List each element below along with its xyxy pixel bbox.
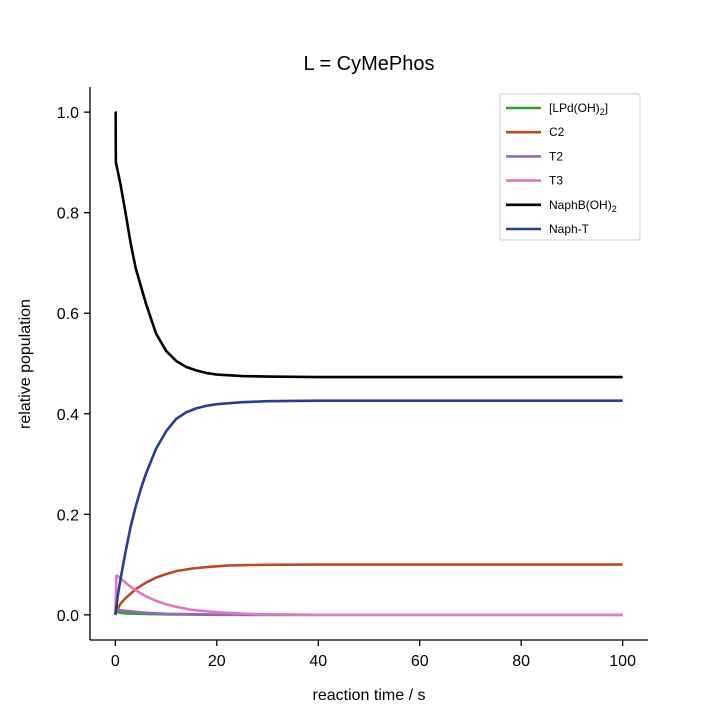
series-line-naphb-oh-2: [114, 110, 623, 379]
legend-label-t2: T2: [549, 149, 563, 163]
series-line-t3: [114, 574, 623, 617]
legend-box: [499, 93, 641, 241]
legend-label-c2: C2: [549, 125, 565, 139]
y-tick-label: 0.2: [57, 507, 79, 524]
legend-label-main: NaphB(OH): [549, 198, 612, 212]
x-tick-label: 80: [512, 653, 530, 670]
y-tick-label: 0.0: [57, 608, 79, 625]
legend-label-t3: T3: [549, 174, 563, 188]
series-line-naph-t: [114, 399, 623, 616]
plot-area: [114, 110, 623, 617]
legend-label-main: Naph-T: [549, 222, 590, 236]
legend-label-main: T2: [549, 149, 563, 163]
y-tick-label: 1.0: [57, 105, 79, 122]
x-tick-label: 20: [208, 653, 226, 670]
legend-label-lpd-oh-2: [LPd(OH)2]: [549, 101, 608, 117]
legend-label-subscript: 2: [600, 107, 605, 117]
series-lines: [114, 110, 623, 617]
x-tick-label: 60: [411, 653, 429, 670]
x-axis-label: reaction time / s: [313, 687, 426, 704]
y-tick-label: 0.4: [57, 407, 79, 424]
legend-label-subscript: 2: [612, 204, 617, 214]
x-tick-label: 100: [609, 653, 636, 670]
x-tick-label: 40: [309, 653, 327, 670]
series-line-c2: [114, 563, 623, 616]
legend-label-naph-t: Naph-T: [549, 222, 590, 236]
legend-label-suffix: ]: [605, 101, 608, 115]
legend-label-main: [LPd(OH): [549, 101, 600, 115]
x-axis-ticks: 0 20 40 60 80 100: [111, 640, 636, 670]
y-axis-label: relative population: [17, 299, 34, 429]
y-axis-ticks: 0.0 0.2 0.4 0.6 0.8 1.0: [57, 105, 90, 625]
y-tick-label: 0.6: [57, 306, 79, 323]
legend-label-main: T3: [549, 174, 563, 188]
y-tick-label: 0.8: [57, 206, 79, 223]
legend-label-naphb-oh-2: NaphB(OH)2: [549, 198, 617, 214]
x-tick-label: 0: [111, 653, 120, 670]
legend-label-main: C2: [549, 125, 565, 139]
chart-title: L = CyMePhos: [304, 53, 435, 75]
